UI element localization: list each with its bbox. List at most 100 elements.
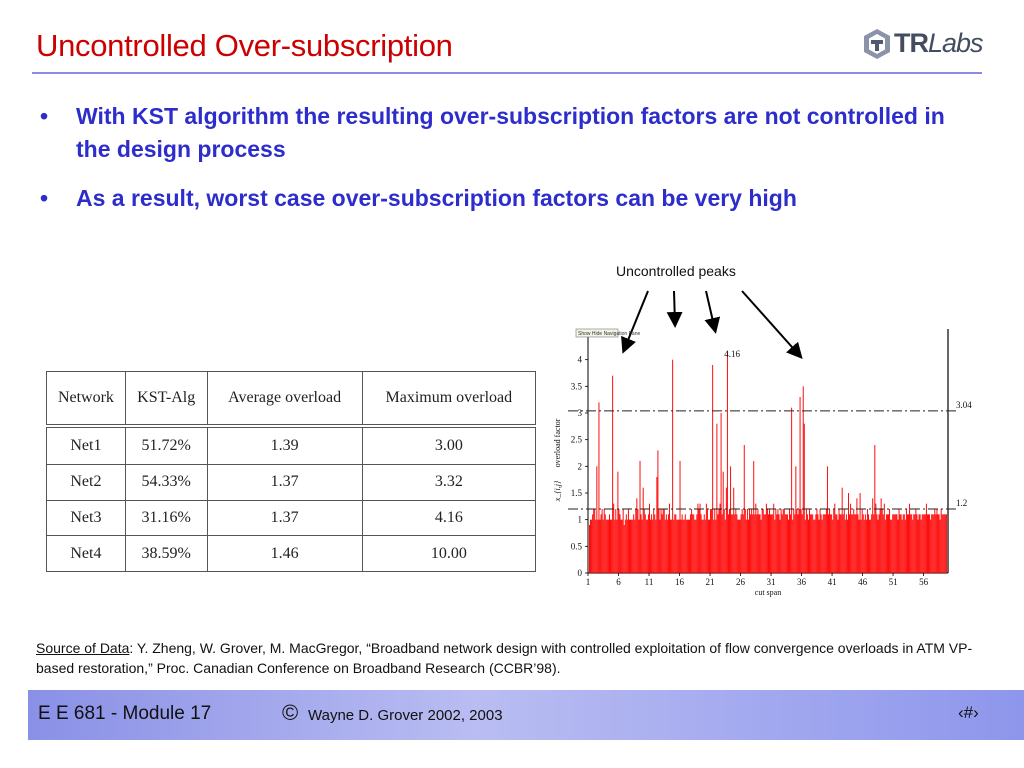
- chart-bar: [932, 514, 934, 573]
- chart-bar: [722, 471, 724, 573]
- chart-bar: [793, 509, 795, 573]
- chart-bar: [801, 514, 803, 573]
- chart-bar: [716, 423, 718, 573]
- x-tick-label: 36: [797, 577, 807, 587]
- peak-value-label: 4.16: [724, 349, 740, 359]
- chart-bar: [788, 519, 789, 573]
- chart-bar: [784, 514, 786, 573]
- chart-bar: [615, 509, 617, 573]
- chart-bar: [942, 514, 944, 573]
- chart-bar: [602, 519, 604, 573]
- legend-button-label: Show Hide Navigation Pane: [578, 331, 640, 337]
- chart-bar: [922, 514, 924, 573]
- chart-bar: [646, 519, 648, 573]
- chart-bar: [658, 509, 660, 573]
- chart-bar: [941, 514, 943, 573]
- chart-bar: [797, 514, 799, 573]
- chart-bar: [715, 519, 717, 573]
- chart-bar: [611, 519, 613, 573]
- chart-bar: [892, 514, 894, 573]
- chart-bar: [746, 509, 748, 573]
- chart-bar: [882, 514, 884, 573]
- logo-suffix: Labs: [928, 28, 984, 58]
- chart-bar: [624, 519, 626, 573]
- chart-bar: [697, 503, 699, 573]
- y-tick-label: 3.5: [571, 381, 583, 391]
- chart-bar: [911, 514, 913, 573]
- chart-bar: [815, 514, 817, 573]
- chart-bar: [592, 514, 594, 573]
- chart-bar: [838, 509, 840, 573]
- chart-bar: [903, 514, 905, 573]
- chart-bar: [604, 514, 606, 573]
- x-tick-label: 11: [645, 577, 654, 587]
- chart-bar: [677, 519, 679, 573]
- y-axis-symbol: x_{i,j}: [553, 480, 562, 502]
- chart-bar: [712, 365, 714, 573]
- chart-bar: [835, 514, 837, 573]
- chart-bar: [800, 509, 802, 573]
- chart-bar: [711, 509, 713, 573]
- chart-bar: [752, 514, 754, 573]
- chart-bar: [720, 413, 722, 573]
- chart-bar: [724, 519, 726, 573]
- chart-bar: [853, 509, 855, 573]
- chart-bar: [725, 487, 727, 573]
- chart-bar: [928, 514, 929, 573]
- chart-bar: [862, 514, 864, 573]
- footer-page-number: ‹#›: [958, 703, 979, 722]
- chart-bar: [637, 509, 639, 573]
- bullet-text: As a result, worst case over-subscriptio…: [76, 185, 797, 211]
- chart-bar: [719, 503, 721, 573]
- chart-bar: [666, 519, 668, 573]
- chart-bar: [859, 493, 861, 573]
- chart-bar: [603, 509, 605, 573]
- chart-bar: [596, 466, 598, 573]
- chart-bar: [642, 487, 644, 573]
- chart-bar: [676, 519, 678, 573]
- chart-bar: [779, 519, 781, 573]
- chart-bar: [675, 514, 677, 573]
- y-tick-label: 0.5: [571, 541, 583, 551]
- chart-bar: [699, 503, 701, 573]
- chart-bar: [814, 519, 816, 573]
- chart-bar: [631, 519, 633, 573]
- y-tick-label: 0: [578, 568, 583, 578]
- chart-bar: [759, 514, 761, 573]
- chart-bar: [813, 519, 815, 573]
- chart-bar: [632, 519, 634, 573]
- chart-bar: [707, 519, 709, 573]
- chart-bar: [943, 514, 945, 573]
- chart-bar: [854, 514, 856, 573]
- chart-bar: [718, 509, 720, 573]
- chart-bar: [783, 509, 785, 573]
- chart-bar: [831, 514, 833, 573]
- chart-bar: [618, 509, 620, 573]
- legend-button[interactable]: [575, 328, 619, 338]
- chart-bar: [889, 509, 891, 573]
- chart-bar: [641, 519, 643, 573]
- chart-bar: [902, 514, 904, 573]
- chart-bar: [832, 519, 834, 573]
- table-header-cell: Maximum overload: [361, 371, 537, 428]
- chart-bar: [778, 514, 780, 573]
- chart-bar: [755, 503, 757, 573]
- chart-bar: [702, 519, 704, 573]
- chart-bar: [868, 514, 869, 573]
- chart-bar: [683, 519, 685, 573]
- y-axis-label: overload factor: [553, 418, 562, 467]
- table-cell: 1.37: [206, 499, 363, 537]
- overload-table-container: Network KST-Alg Average overload Maximum…: [46, 371, 537, 572]
- chart-bar: [776, 514, 778, 573]
- chart-bar: [634, 519, 636, 573]
- chart-bar: [661, 514, 663, 573]
- table-cell: 3.32: [361, 463, 537, 501]
- chart-bar: [782, 509, 784, 573]
- chart-bar: [864, 514, 866, 573]
- logo-brand: TR: [894, 28, 929, 58]
- chart-bar: [843, 509, 845, 573]
- table-cell: 51.72%: [124, 425, 208, 465]
- chart-bar: [623, 525, 625, 573]
- table-cell: 54.33%: [124, 463, 208, 501]
- table-row: Net2 54.33% 1.37 3.32: [46, 463, 537, 501]
